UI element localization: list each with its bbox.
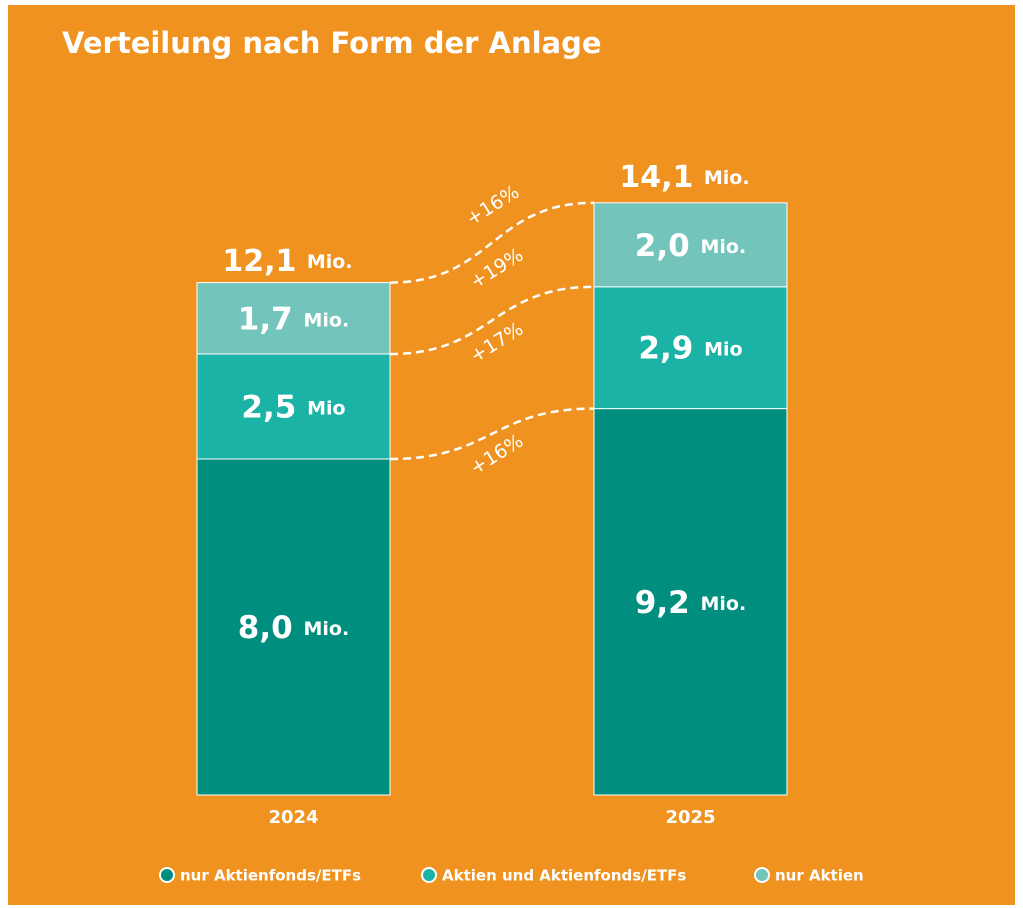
- total-label: 12,1 Mio.: [222, 243, 352, 278]
- legend-marker: [754, 867, 770, 883]
- value-label: 1,7 Mio.: [238, 301, 349, 337]
- legend-marker: [421, 867, 437, 883]
- bar-segment: [196, 282, 391, 355]
- x-tick-label: 2024: [268, 807, 318, 828]
- value-label: 9,2 Mio.: [635, 584, 746, 620]
- bar-segment: [196, 458, 391, 796]
- value-label: 8,0 Mio.: [238, 610, 349, 646]
- bar-segment: [593, 286, 788, 410]
- bar-segment: [593, 408, 788, 796]
- legend-label: nur Aktien: [775, 867, 864, 885]
- background: [8, 5, 1015, 905]
- total-label: 14,1 Mio.: [619, 159, 749, 194]
- connector: [389, 201, 595, 284]
- x-tick-label: 2025: [665, 807, 715, 828]
- value-label: 2,9 Mio: [638, 330, 742, 366]
- legend-label: Aktien und Aktienfonds/ETFs: [442, 867, 686, 885]
- connector: [389, 407, 595, 461]
- legend-label: nur Aktienfonds/ETFs: [180, 867, 361, 885]
- connector: [389, 285, 595, 356]
- legend-marker: [159, 867, 175, 883]
- value-label: 2,0 Mio.: [635, 227, 746, 263]
- bar-segment: [196, 353, 391, 460]
- value-label: 2,5 Mio: [241, 389, 345, 425]
- bar-segment: [593, 202, 788, 288]
- chart-title: Verteilung nach Form der Anlage: [62, 26, 602, 60]
